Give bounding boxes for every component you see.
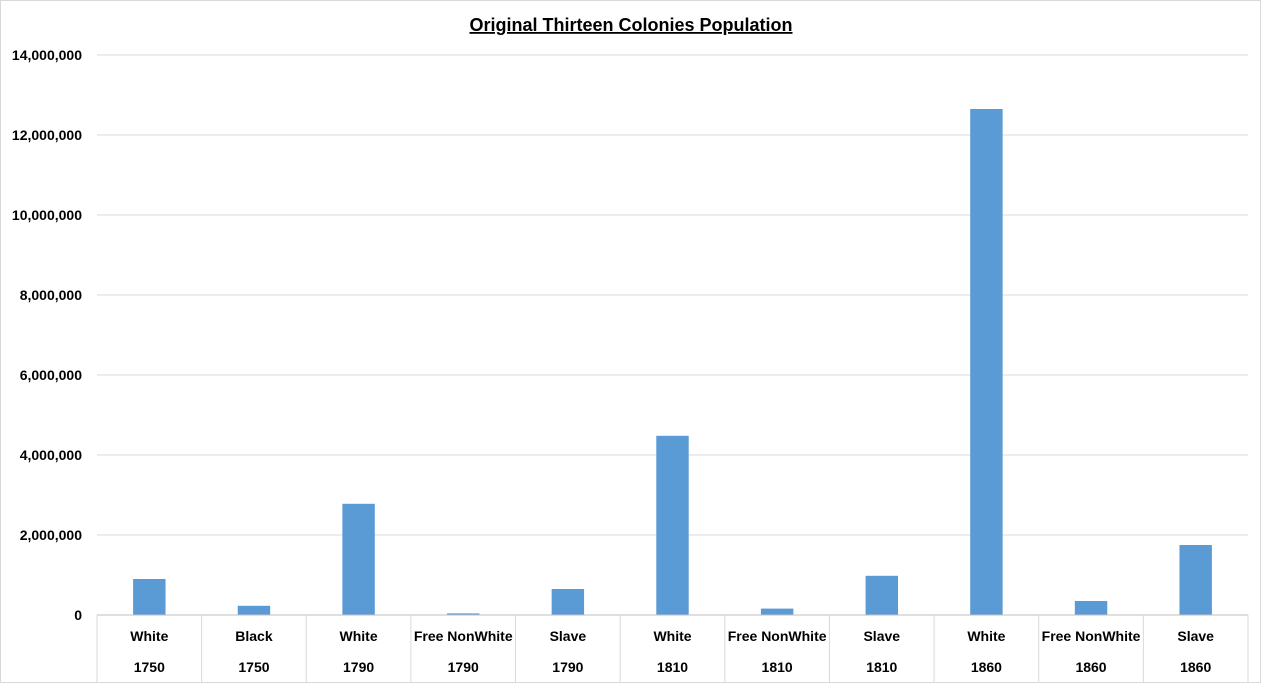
x-group-label: 1810 <box>657 659 688 675</box>
x-category-label: White <box>967 628 1005 644</box>
bar <box>865 575 898 615</box>
bar <box>1179 545 1212 615</box>
x-group-label: 1860 <box>971 659 1002 675</box>
x-category-label: White <box>130 628 168 644</box>
y-tick-label: 2,000,000 <box>20 527 82 543</box>
x-category-label: Black <box>235 628 273 644</box>
x-group-label: 1790 <box>343 659 374 675</box>
y-tick-label: 6,000,000 <box>20 367 82 383</box>
bar <box>342 503 375 615</box>
y-tick-label: 14,000,000 <box>12 47 82 63</box>
x-group-label: 1860 <box>1075 659 1106 675</box>
x-category-label: Free NonWhite <box>1042 628 1141 644</box>
bar <box>760 608 794 615</box>
x-group-label: 1810 <box>762 659 793 675</box>
bars <box>133 109 1212 615</box>
gridlines <box>97 54 1248 536</box>
x-axis-category-labels: White 1750 Black 1750 White 1790 Free NonWhite… <box>130 628 1214 675</box>
y-tick-label: 12,000,000 <box>12 127 82 143</box>
x-axis <box>96 614 1249 683</box>
x-group-label: 1750 <box>238 659 269 675</box>
y-tick-label: 0 <box>74 607 82 623</box>
bar <box>970 109 1003 615</box>
x-category-label: Free NonWhite <box>728 628 827 644</box>
bar <box>447 613 480 615</box>
bar <box>551 589 585 615</box>
bar <box>656 435 689 615</box>
x-group-label: 1810 <box>866 659 897 675</box>
y-axis-tick-labels: 0 2,000,000 4,000,000 6,000,000 8,000,000 10,… <box>12 47 82 623</box>
y-tick-label: 10,000,000 <box>12 207 82 223</box>
bar <box>1074 601 1108 615</box>
y-tick-label: 4,000,000 <box>20 447 82 463</box>
x-category-label: Slave <box>1177 628 1214 644</box>
x-category-label: White <box>653 628 691 644</box>
x-category-label: Free NonWhite <box>414 628 513 644</box>
x-group-label: 1790 <box>552 659 583 675</box>
bar <box>237 605 271 615</box>
x-group-label: 1790 <box>448 659 479 675</box>
x-category-label: Slave <box>550 628 587 644</box>
chart-title: Original Thirteen Colonies Population <box>469 15 792 35</box>
bar <box>133 579 166 615</box>
x-group-label: 1750 <box>134 659 165 675</box>
x-category-label: White <box>340 628 378 644</box>
y-tick-label: 8,000,000 <box>20 287 82 303</box>
x-group-label: 1860 <box>1180 659 1211 675</box>
x-category-label: Slave <box>863 628 900 644</box>
